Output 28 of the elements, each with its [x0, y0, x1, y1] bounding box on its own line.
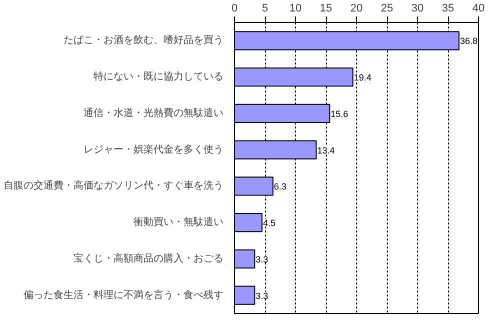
data-label: 19.4 — [354, 72, 372, 83]
data-label: 6.3 — [274, 182, 286, 192]
y-tick-label: 通信・水道・光熱費の無駄遣い — [84, 106, 224, 119]
x-tick-label: 35 — [442, 2, 454, 14]
y-tick-label: 偏った食生活・料理に不満を言う・食べ残す — [24, 288, 224, 301]
y-tick-label: 衝動買い・無駄遣い — [134, 216, 224, 228]
data-label: 3.3 — [256, 290, 268, 301]
data-label: 3.3 — [256, 254, 268, 264]
y-tick-label: レジャー・娯楽代金を多く使う — [84, 143, 224, 156]
x-tick-label: 0 — [231, 2, 238, 14]
x-tick-label: 30 — [411, 2, 424, 14]
data-label: 15.6 — [330, 108, 348, 119]
bar — [234, 212, 262, 232]
data-label: 36.8 — [460, 36, 478, 46]
x-tick-label: 10 — [289, 2, 302, 14]
x-tick-label: 15 — [320, 2, 332, 14]
bar — [234, 249, 256, 269]
x-tick-label: 5 — [262, 2, 268, 14]
y-tick-label: たばこ・お酒を飲む、嗜好品を買う — [64, 34, 224, 46]
data-label: 4.5 — [262, 218, 276, 228]
x-tick-label: 40 — [472, 2, 485, 14]
x-tick-label: 25 — [380, 2, 394, 14]
bar — [234, 286, 256, 305]
y-tick-label: 特にない・既に協力している — [94, 70, 224, 83]
y-tick-label: 自腹の交通費・高価なガソリン代・すぐ車を洗う — [4, 180, 224, 192]
data-label: 13.4 — [317, 145, 335, 156]
x-tick-label: 20 — [350, 2, 363, 14]
y-tick-label: 宝くじ・高額商品の購入・おごる — [74, 252, 224, 264]
